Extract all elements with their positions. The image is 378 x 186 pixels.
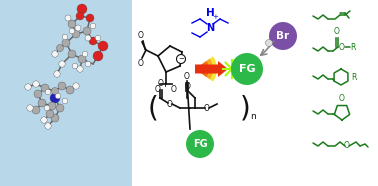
Wedge shape [195,56,217,82]
Circle shape [68,20,76,28]
Text: O: O [204,103,210,113]
Text: O: O [339,42,345,52]
Circle shape [32,106,40,114]
Circle shape [177,54,186,63]
Circle shape [69,28,75,34]
Circle shape [85,61,91,67]
Text: (: ( [148,94,158,122]
Text: H: H [206,8,214,18]
Text: O: O [167,100,173,108]
Text: ): ) [240,94,250,122]
Circle shape [38,99,46,107]
Circle shape [86,14,94,22]
Circle shape [45,89,51,95]
Circle shape [83,27,91,35]
Circle shape [98,41,108,51]
Circle shape [45,123,51,129]
Circle shape [56,104,64,112]
Circle shape [59,61,65,67]
Circle shape [77,66,83,72]
Text: O: O [344,142,350,150]
Text: Br: Br [276,31,290,41]
Circle shape [54,71,60,77]
Circle shape [89,37,97,45]
Circle shape [186,130,214,158]
Circle shape [52,51,58,57]
Circle shape [62,34,68,40]
Text: O: O [185,82,191,91]
Text: O: O [184,72,190,81]
Circle shape [82,51,88,57]
Circle shape [46,110,54,118]
Text: O: O [138,31,144,40]
Circle shape [85,35,91,41]
Circle shape [27,105,33,111]
Text: O: O [171,85,177,94]
Circle shape [65,15,71,21]
Circle shape [76,12,84,20]
Circle shape [72,63,78,69]
Text: +: + [212,14,218,20]
Circle shape [58,82,66,90]
Text: O: O [158,79,164,88]
Text: N: N [206,23,214,33]
Circle shape [269,22,297,50]
FancyArrow shape [195,61,228,77]
Text: n: n [250,111,256,121]
Circle shape [72,30,80,38]
Circle shape [90,23,96,29]
Circle shape [231,53,263,85]
Circle shape [41,117,47,123]
Text: O: O [339,94,345,103]
Text: O: O [334,27,340,36]
Text: O: O [155,85,161,94]
Wedge shape [195,61,209,77]
Circle shape [48,102,56,110]
Circle shape [66,86,74,94]
Circle shape [78,55,86,63]
Circle shape [265,39,273,46]
Text: FG: FG [239,64,255,74]
Text: FG: FG [193,139,207,149]
Circle shape [44,105,50,111]
Text: R: R [350,42,356,52]
Circle shape [33,81,39,87]
Circle shape [55,93,61,99]
Circle shape [75,25,81,31]
Circle shape [62,98,68,104]
Circle shape [25,84,31,90]
Circle shape [95,35,101,41]
Circle shape [51,114,59,122]
Bar [0,0,132,186]
Circle shape [62,39,70,47]
Circle shape [93,51,103,61]
Circle shape [41,84,49,92]
Circle shape [73,83,79,89]
Circle shape [50,93,60,103]
Text: O: O [138,59,144,68]
Circle shape [77,4,87,14]
Text: R: R [351,73,356,81]
Circle shape [51,87,59,94]
Circle shape [34,90,42,98]
Text: −: − [178,56,184,62]
Circle shape [56,44,64,52]
Circle shape [68,50,76,58]
Wedge shape [195,59,213,79]
